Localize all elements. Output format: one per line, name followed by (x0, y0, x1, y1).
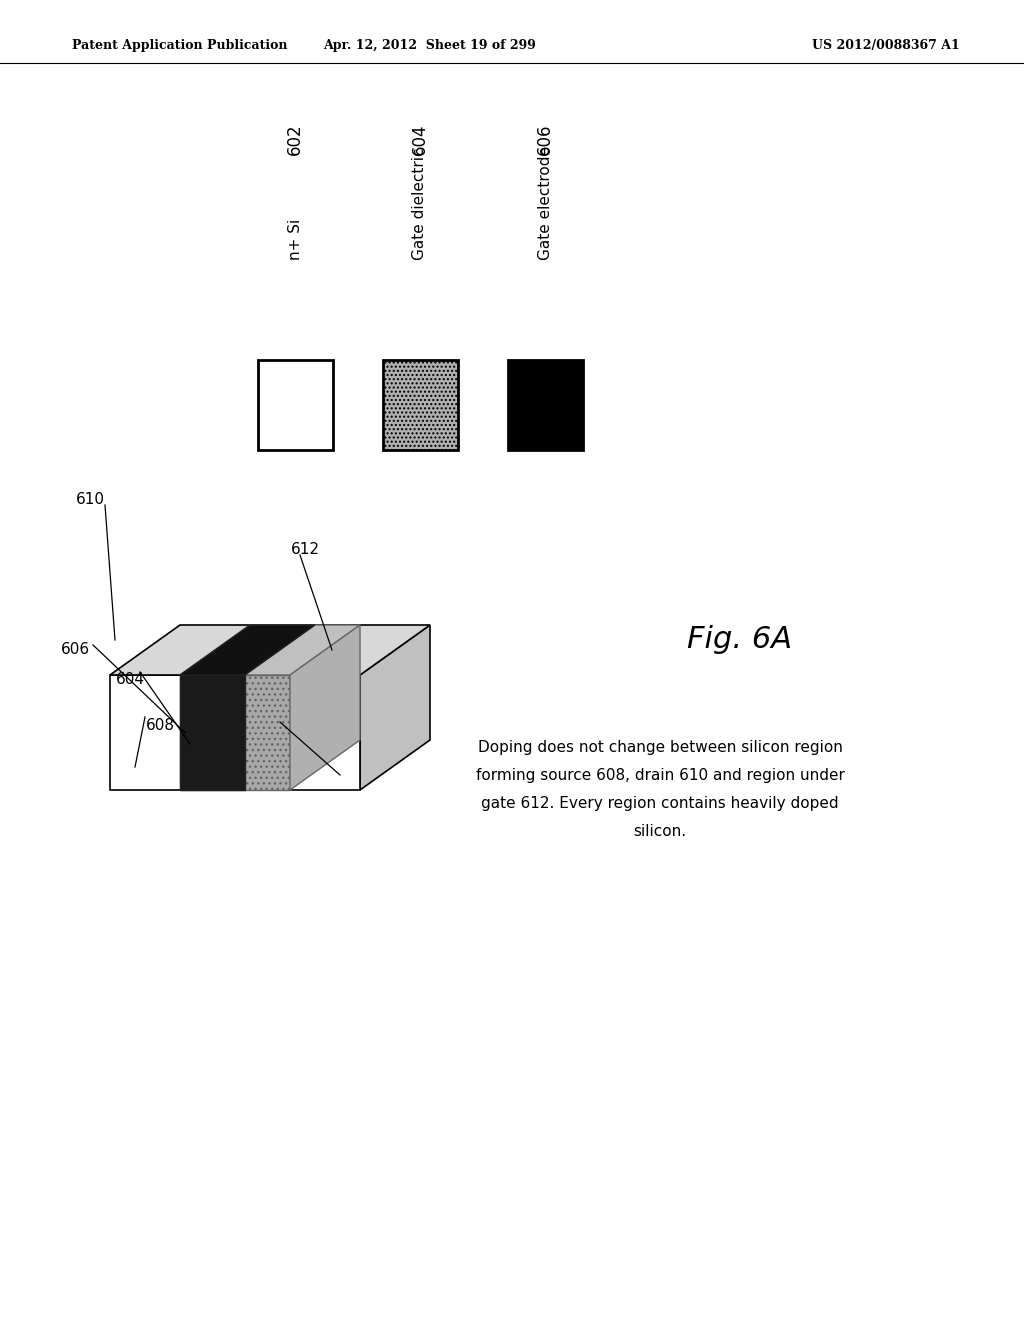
Bar (508, 360, 583, 450)
Text: 606: 606 (536, 124, 554, 154)
Polygon shape (360, 624, 430, 789)
Text: 604: 604 (116, 672, 144, 688)
Polygon shape (110, 624, 430, 675)
Polygon shape (180, 624, 315, 675)
Text: 608: 608 (145, 718, 174, 733)
Text: Gate dielectric: Gate dielectric (413, 148, 427, 260)
Text: US 2012/0088367 A1: US 2012/0088367 A1 (812, 38, 961, 51)
Bar (180, 675, 245, 789)
Text: Gate electrode: Gate electrode (538, 147, 553, 260)
Bar (180, 675, 290, 789)
Bar (383, 360, 458, 450)
Text: n+ Si: n+ Si (288, 219, 302, 260)
Polygon shape (180, 624, 360, 675)
Text: Fig. 6A: Fig. 6A (687, 626, 793, 655)
Bar (110, 675, 360, 789)
Text: Patent Application Publication: Patent Application Publication (72, 38, 288, 51)
Text: forming source 608, drain 610 and region under: forming source 608, drain 610 and region… (475, 768, 845, 783)
Text: 602: 602 (286, 123, 304, 154)
Text: silicon.: silicon. (634, 824, 686, 840)
Text: Apr. 12, 2012  Sheet 19 of 299: Apr. 12, 2012 Sheet 19 of 299 (324, 38, 537, 51)
Text: 610: 610 (76, 492, 104, 507)
Text: gate 612. Every region contains heavily doped: gate 612. Every region contains heavily … (481, 796, 839, 810)
Bar (257, 360, 333, 450)
Text: 612: 612 (291, 543, 319, 557)
Polygon shape (290, 624, 360, 789)
Text: Doping does not change between silicon region: Doping does not change between silicon r… (477, 741, 843, 755)
Text: 606: 606 (60, 643, 89, 657)
Text: 604: 604 (411, 124, 429, 154)
Text: 602: 602 (286, 722, 314, 738)
